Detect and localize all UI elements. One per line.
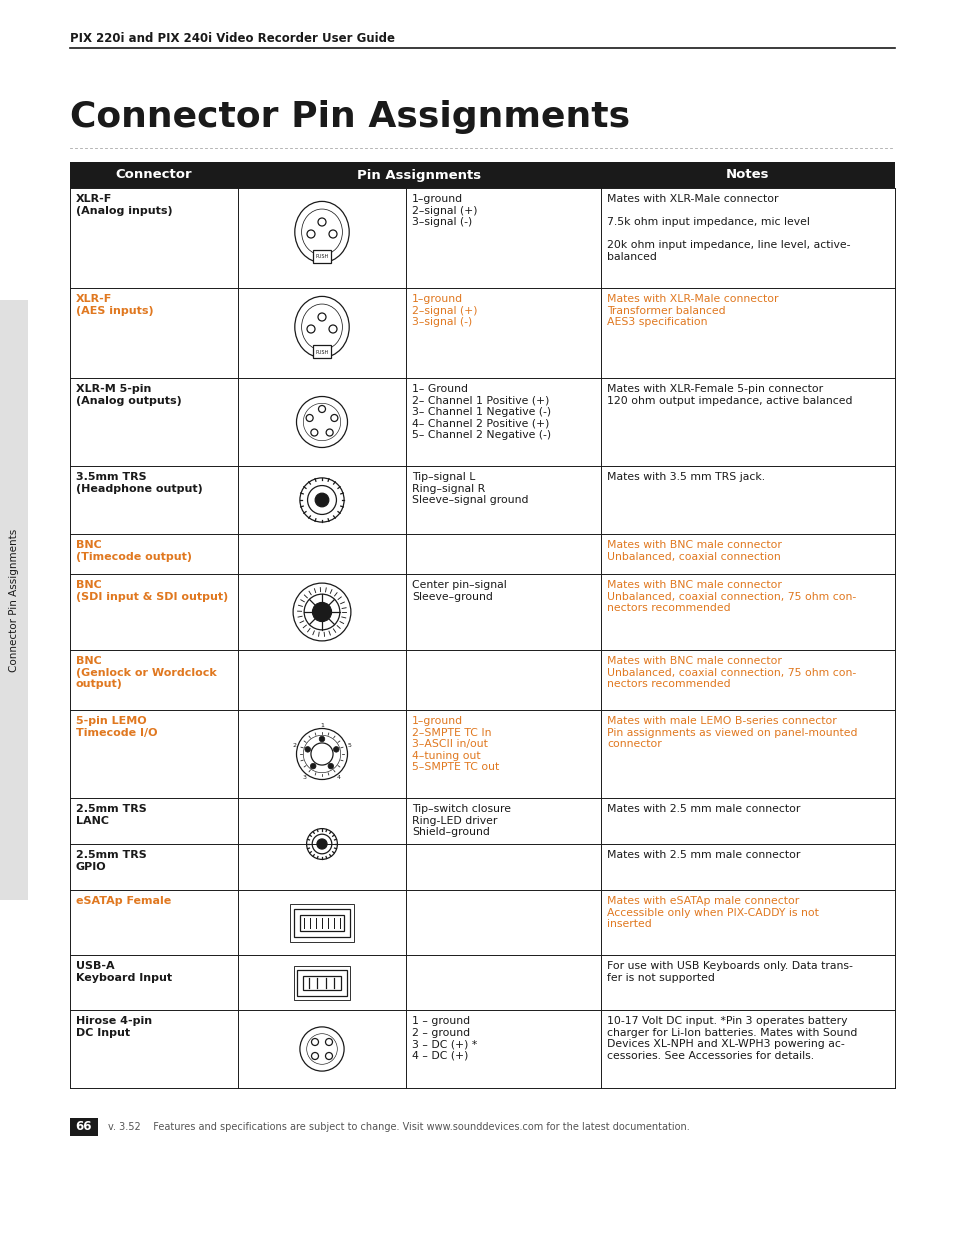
Text: 1– Ground
2– Channel 1 Positive (+)
3– Channel 1 Negative (-)
4– Channel 2 Posit: 1– Ground 2– Channel 1 Positive (+) 3– C… <box>412 384 551 441</box>
Text: 1–ground
2–signal (+)
3–signal (-): 1–ground 2–signal (+) 3–signal (-) <box>412 194 477 227</box>
Text: 2.5mm TRS
LANC: 2.5mm TRS LANC <box>76 804 147 826</box>
Circle shape <box>313 603 332 621</box>
Text: v. 3.52    Features and specifications are subject to change. Visit www.sounddev: v. 3.52 Features and specifications are … <box>108 1123 689 1132</box>
Text: XLR-F
(AES inputs): XLR-F (AES inputs) <box>76 294 153 316</box>
Text: Mates with XLR-Male connector

7.5k ohm input impedance, mic level

20k ohm inpu: Mates with XLR-Male connector 7.5k ohm i… <box>606 194 850 262</box>
Text: Hirose 4-pin
DC Input: Hirose 4-pin DC Input <box>76 1016 152 1037</box>
Text: 1 – ground
2 – ground
3 – DC (+) *
4 – DC (+): 1 – ground 2 – ground 3 – DC (+) * 4 – D… <box>412 1016 476 1061</box>
Bar <box>313 249 331 263</box>
Circle shape <box>319 736 324 742</box>
Text: Mates with 3.5 mm TRS jack.: Mates with 3.5 mm TRS jack. <box>606 472 764 482</box>
Text: 1–ground
2–signal (+)
3–signal (-): 1–ground 2–signal (+) 3–signal (-) <box>412 294 477 327</box>
Text: 5: 5 <box>347 742 351 747</box>
Bar <box>299 914 344 930</box>
Text: Connector: Connector <box>115 168 193 182</box>
Text: 1–ground
2–SMPTE TC In
3–ASCII in/out
4–tuning out
5–SMPTE TC out: 1–ground 2–SMPTE TC In 3–ASCII in/out 4–… <box>412 716 498 772</box>
Text: Mates with male LEMO B-series connector
Pin assignments as viewed on panel-mount: Mates with male LEMO B-series connector … <box>606 716 857 750</box>
Text: XLR-M 5-pin
(Analog outputs): XLR-M 5-pin (Analog outputs) <box>76 384 182 405</box>
Text: Mates with eSATAp male connector
Accessible only when PIX-CADDY is not
inserted: Mates with eSATAp male connector Accessi… <box>606 897 818 929</box>
Text: USB-A
Keyboard Input: USB-A Keyboard Input <box>76 961 172 983</box>
Text: 2: 2 <box>293 742 296 747</box>
Text: 10-17 Volt DC input. *Pin 3 operates battery
charger for Li-Ion batteries. Mates: 10-17 Volt DC input. *Pin 3 operates bat… <box>606 1016 857 1061</box>
Text: Connector Pin Assignments: Connector Pin Assignments <box>9 529 19 672</box>
Text: Center pin–signal
Sleeve–ground: Center pin–signal Sleeve–ground <box>412 580 506 601</box>
Text: 2.5mm TRS
GPIO: 2.5mm TRS GPIO <box>76 850 147 872</box>
Text: Mates with XLR-Female 5-pin connector
120 ohm output impedance, active balanced: Mates with XLR-Female 5-pin connector 12… <box>606 384 852 405</box>
Bar <box>296 969 347 995</box>
Text: XLR-F
(Analog inputs): XLR-F (Analog inputs) <box>76 194 172 216</box>
Text: Mates with BNC male connector
Unbalanced, coaxial connection, 75 ohm con-
nector: Mates with BNC male connector Unbalanced… <box>606 656 856 689</box>
Text: BNC
(Genlock or Wordclock
output): BNC (Genlock or Wordclock output) <box>76 656 216 689</box>
Circle shape <box>334 747 338 752</box>
Circle shape <box>310 763 315 769</box>
Bar <box>290 904 354 941</box>
Text: eSATAp Female: eSATAp Female <box>76 897 172 906</box>
Text: Notes: Notes <box>725 168 769 182</box>
Text: BNC
(SDI input & SDI output): BNC (SDI input & SDI output) <box>76 580 228 601</box>
Text: Pin Assignments: Pin Assignments <box>357 168 481 182</box>
Circle shape <box>316 839 327 848</box>
Text: Mates with BNC male connector
Unbalanced, coaxial connection: Mates with BNC male connector Unbalanced… <box>606 540 781 562</box>
Text: PUSH: PUSH <box>315 254 328 259</box>
Bar <box>294 909 350 936</box>
Bar <box>303 976 340 989</box>
Bar <box>0 300 28 900</box>
Text: Connector Pin Assignments: Connector Pin Assignments <box>70 100 630 135</box>
Text: Mates with BNC male connector
Unbalanced, coaxial connection, 75 ohm con-
nector: Mates with BNC male connector Unbalanced… <box>606 580 856 614</box>
Circle shape <box>328 763 334 769</box>
Text: 1: 1 <box>319 722 324 727</box>
Bar <box>313 345 331 358</box>
Circle shape <box>305 747 311 752</box>
Text: 4: 4 <box>336 774 340 779</box>
Circle shape <box>314 493 329 506</box>
Text: 3.5mm TRS
(Headphone output): 3.5mm TRS (Headphone output) <box>76 472 203 494</box>
Text: BNC
(Timecode output): BNC (Timecode output) <box>76 540 192 562</box>
Text: Mates with 2.5 mm male connector: Mates with 2.5 mm male connector <box>606 850 800 860</box>
Bar <box>70 1118 98 1136</box>
Text: Mates with 2.5 mm male connector: Mates with 2.5 mm male connector <box>606 804 800 814</box>
Text: 5-pin LEMO
Timecode I/O: 5-pin LEMO Timecode I/O <box>76 716 157 737</box>
Text: Tip–switch closure
Ring-LED driver
Shield–ground: Tip–switch closure Ring-LED driver Shiel… <box>412 804 511 837</box>
Text: For use with USB Keyboards only. Data trans-
fer is not supported: For use with USB Keyboards only. Data tr… <box>606 961 852 983</box>
Text: PUSH: PUSH <box>315 350 328 354</box>
Bar <box>70 162 894 188</box>
Text: Tip–signal L
Ring–signal R
Sleeve–signal ground: Tip–signal L Ring–signal R Sleeve–signal… <box>412 472 528 505</box>
Text: Mates with XLR-Male connector
Transformer balanced
AES3 specification: Mates with XLR-Male connector Transforme… <box>606 294 778 327</box>
Text: 66: 66 <box>75 1120 92 1134</box>
Text: 3: 3 <box>303 774 307 779</box>
Bar <box>294 966 350 999</box>
Text: PIX 220i and PIX 240i Video Recorder User Guide: PIX 220i and PIX 240i Video Recorder Use… <box>70 32 395 44</box>
